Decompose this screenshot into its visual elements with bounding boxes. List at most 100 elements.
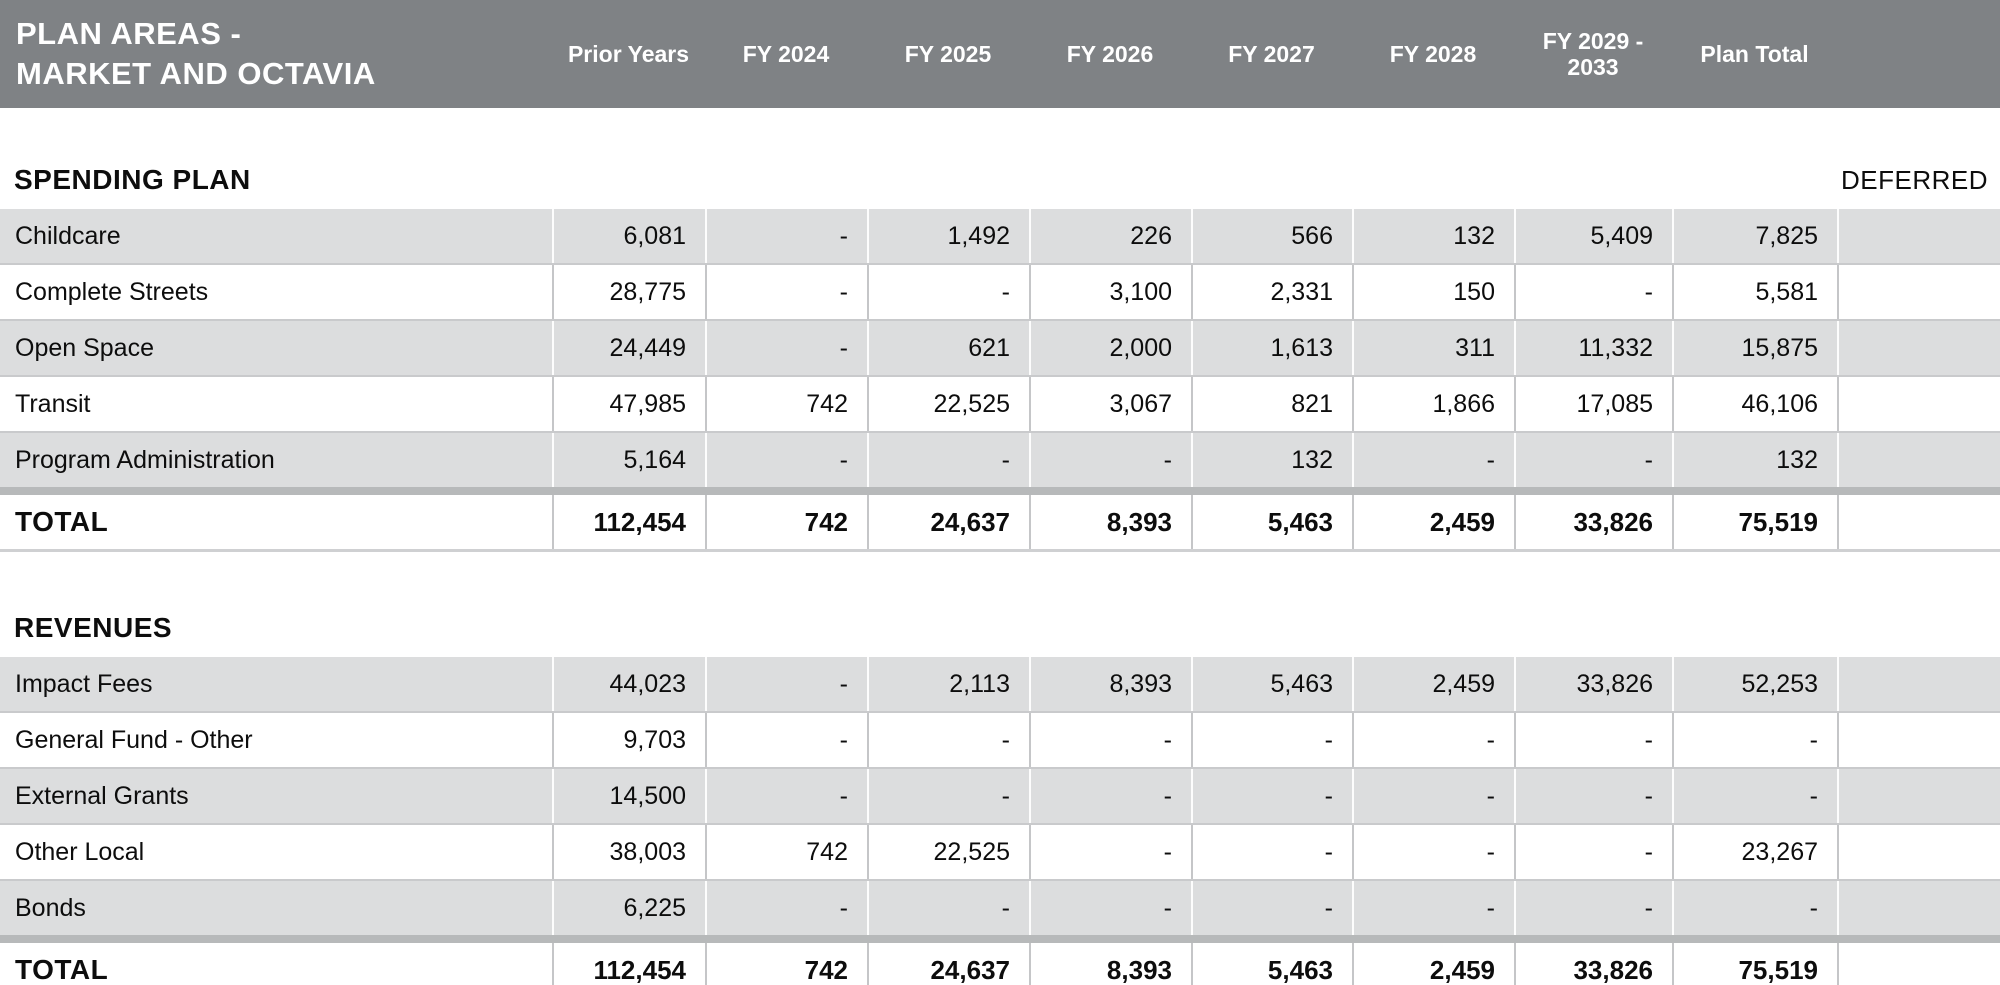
row-value: 3,067: [1029, 377, 1191, 431]
total-value: 75,519: [1672, 943, 1837, 985]
row-value: -: [1672, 769, 1837, 823]
row-value: 821: [1191, 377, 1352, 431]
row-value: 9,703: [552, 713, 705, 767]
row-value: -: [1672, 881, 1837, 935]
row-value: -: [1514, 825, 1672, 879]
table-row: Other Local 38,003 742 22,525- - - -23,267: [0, 823, 2000, 879]
total-value: 112,454: [552, 495, 705, 549]
row-label: General Fund - Other: [15, 725, 253, 754]
row-deferred-value: [1837, 657, 2000, 711]
row-value: -: [705, 769, 867, 823]
total-value: 75,519: [1672, 495, 1837, 549]
row-value: 15,875: [1672, 321, 1837, 375]
row-value: 2,459: [1352, 657, 1514, 711]
total-label: TOTAL: [15, 506, 109, 537]
column-header-fy2026: FY 2026: [1066, 40, 1154, 67]
row-value: -: [1029, 433, 1191, 487]
row-value: -: [705, 209, 867, 263]
row-value: 132: [1191, 433, 1352, 487]
row-value: 132: [1352, 209, 1514, 263]
page-title-line1: PLAN AREAS -: [16, 16, 242, 52]
column-header-fy2024: FY 2024: [742, 40, 830, 67]
row-value: 150: [1352, 265, 1514, 319]
row-value: -: [1514, 265, 1672, 319]
row-value: 52,253: [1672, 657, 1837, 711]
row-value: 46,106: [1672, 377, 1837, 431]
spending-plan-section-title: SPENDING PLAN: [14, 164, 251, 195]
row-deferred-value: [1837, 321, 2000, 375]
column-header-fy2029-2033: FY 2029 - 2033: [1542, 27, 1644, 80]
row-value: 132: [1672, 433, 1837, 487]
total-value: 8,393: [1029, 495, 1191, 549]
row-deferred-value: [1837, 265, 2000, 319]
row-label: External Grants: [15, 781, 189, 810]
row-value: -: [1191, 713, 1352, 767]
row-value: 742: [705, 825, 867, 879]
total-value: 8,393: [1029, 943, 1191, 985]
row-value: 47,985: [552, 377, 705, 431]
total-row: TOTAL 112,454 742 24,637 8,393 5,463 2,459 33,8…: [0, 487, 2000, 552]
row-value: 17,085: [1514, 377, 1672, 431]
row-label: Open Space: [15, 333, 154, 362]
row-value: 6,225: [552, 881, 705, 935]
row-value: -: [1672, 713, 1837, 767]
row-value: 742: [705, 377, 867, 431]
deferred-column-label: DEFERRED: [1840, 165, 1988, 195]
total-value: 742: [705, 495, 867, 549]
total-value: 33,826: [1514, 495, 1672, 549]
total-value: 5,463: [1191, 495, 1352, 549]
revenues-section-title: REVENUES: [14, 612, 173, 643]
row-value: 7,825: [1672, 209, 1837, 263]
row-deferred-value: [1837, 433, 2000, 487]
row-value: 33,826: [1514, 657, 1672, 711]
spending-plan-table: Childcare 6,081-1,492 226 566 132 5,409 7,825 C…: [0, 209, 2000, 552]
row-value: -: [1352, 713, 1514, 767]
row-value: -: [705, 265, 867, 319]
row-deferred-value: [1837, 209, 2000, 263]
row-value: 5,164: [552, 433, 705, 487]
total-deferred-value: [1837, 943, 2000, 985]
total-deferred-value: [1837, 495, 2000, 549]
row-deferred-value: [1837, 881, 2000, 935]
column-header-fy2028: FY 2028: [1389, 40, 1477, 67]
row-value: -: [705, 713, 867, 767]
row-value: 226: [1029, 209, 1191, 263]
spending-plan-heading-row: SPENDING PLAN DEFERRED: [0, 164, 2000, 196]
table-row: Childcare 6,081-1,492 226 566 132 5,409 7,825: [0, 209, 2000, 263]
row-value: -: [1352, 825, 1514, 879]
row-value: -: [705, 321, 867, 375]
row-value: -: [1191, 769, 1352, 823]
table-row: Bonds 6,225- - - - - - -: [0, 879, 2000, 935]
row-value: -: [1029, 881, 1191, 935]
row-deferred-value: [1837, 825, 2000, 879]
row-value: 5,409: [1514, 209, 1672, 263]
table-row: External Grants 14,500- - - - - - -: [0, 767, 2000, 823]
row-value: -: [705, 433, 867, 487]
row-value: -: [705, 881, 867, 935]
row-value: 22,525: [867, 377, 1029, 431]
table-row: Transit 47,985 742 22,525 3,067 821 1,866 17,08…: [0, 375, 2000, 431]
row-value: -: [867, 713, 1029, 767]
page-title: PLAN AREAS - MARKET AND OCTAVIA: [0, 14, 552, 93]
row-label: Impact Fees: [15, 669, 153, 698]
row-label: Transit: [15, 389, 91, 418]
table-row: Program Administration 5,164- - -132- -132: [0, 431, 2000, 487]
total-value: 112,454: [552, 943, 705, 985]
row-value: -: [1514, 433, 1672, 487]
row-value: -: [1191, 881, 1352, 935]
row-value: -: [1191, 825, 1352, 879]
row-value: 11,332: [1514, 321, 1672, 375]
row-value: 5,463: [1191, 657, 1352, 711]
column-header-plan-total: Plan Total: [1700, 40, 1809, 67]
row-value: 24,449: [552, 321, 705, 375]
row-value: 1,866: [1352, 377, 1514, 431]
row-label: Childcare: [15, 221, 121, 250]
row-label: Other Local: [15, 837, 145, 866]
total-value: 24,637: [867, 943, 1029, 985]
column-header-fy2027: FY 2027: [1228, 40, 1315, 67]
row-value: -: [705, 657, 867, 711]
row-value: 38,003: [552, 825, 705, 879]
row-value: -: [867, 769, 1029, 823]
row-value: 28,775: [552, 265, 705, 319]
total-value: 2,459: [1352, 943, 1514, 985]
